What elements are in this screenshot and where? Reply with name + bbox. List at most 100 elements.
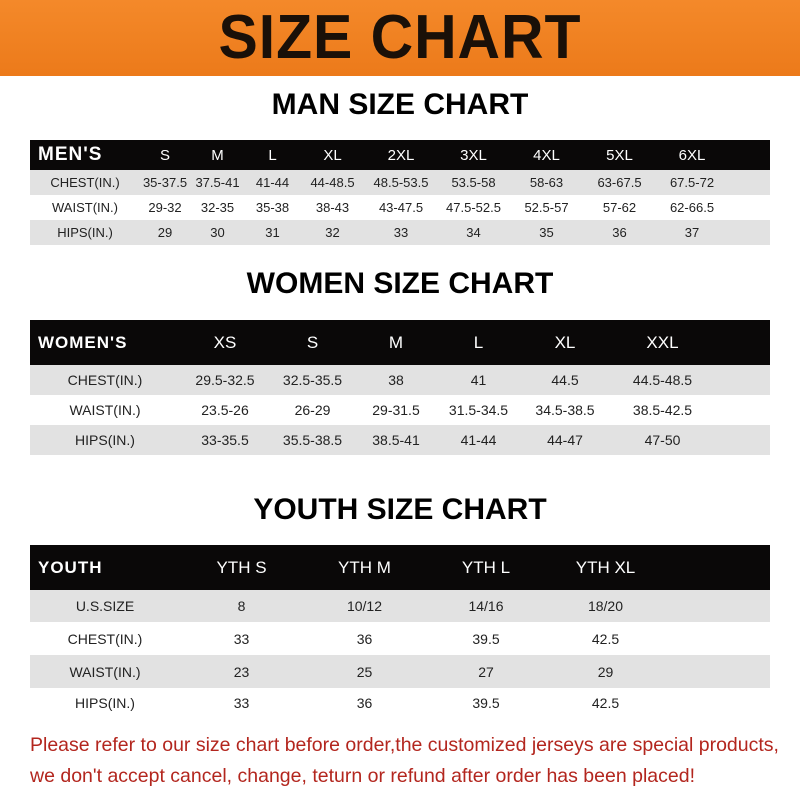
row-label: CHEST(IN.) xyxy=(30,170,140,195)
men-size-table: MEN'S S M L XL 2XL 3XL 4XL 5XL 6XL CHEST(IN.) 35-37… xyxy=(30,140,770,245)
women-title: WOMEN SIZE CHART xyxy=(246,267,554,300)
spacer-cell xyxy=(715,395,770,425)
table-cell: 29-32 xyxy=(140,195,190,220)
table-cell: 48.5-53.5 xyxy=(365,170,437,195)
size-header: L xyxy=(245,140,300,170)
table-cell: 41-44 xyxy=(245,170,300,195)
table-cell: 29 xyxy=(546,655,665,688)
spacer-cell xyxy=(665,622,770,655)
table-cell: 38.5-41 xyxy=(355,425,437,455)
table-cell: 32 xyxy=(300,220,365,245)
table-cell: 10/12 xyxy=(303,590,426,622)
table-cell: 58-63 xyxy=(510,170,583,195)
table-cell: 42.5 xyxy=(546,622,665,655)
table-cell: 25 xyxy=(303,655,426,688)
size-header: YTH XL xyxy=(546,545,665,590)
table-cell: 33-35.5 xyxy=(180,425,270,455)
table-cell: 36 xyxy=(303,622,426,655)
row-label: HIPS(IN.) xyxy=(30,688,180,718)
row-label: WAIST(IN.) xyxy=(30,395,180,425)
table-row: CHEST(IN.) 29.5-32.5 32.5-35.5 38 41 44.5 44.5… xyxy=(30,365,770,395)
women-size-table: WOMEN'S XS S M L XL XXL CHEST(IN.) 29.5-32.5 32.5… xyxy=(30,320,770,455)
banner-title: SIZE CHART xyxy=(218,3,582,72)
table-cell: 29 xyxy=(140,220,190,245)
table-cell: 18/20 xyxy=(546,590,665,622)
notice-line-1: Please refer to our size chart before or… xyxy=(30,734,779,756)
spacer-cell xyxy=(715,365,770,395)
table-cell: 44.5 xyxy=(520,365,610,395)
size-header: M xyxy=(355,320,437,365)
spacer-cell xyxy=(665,545,770,590)
size-header: YTH M xyxy=(303,545,426,590)
size-header: XL xyxy=(300,140,365,170)
size-header: 6XL xyxy=(656,140,728,170)
spacer-cell xyxy=(665,655,770,688)
table-cell: 42.5 xyxy=(546,688,665,718)
row-label: U.S.SIZE xyxy=(30,590,180,622)
table-cell: 39.5 xyxy=(426,622,546,655)
header-row: MEN'S S M L XL 2XL 3XL 4XL 5XL 6XL xyxy=(30,140,770,170)
spacer-cell xyxy=(665,688,770,718)
table-cell: 30 xyxy=(190,220,245,245)
table-cell: 63-67.5 xyxy=(583,170,656,195)
table-row: HIPS(IN.) 33-35.5 35.5-38.5 38.5-41 41-44 44-… xyxy=(30,425,770,455)
table-cell: 8 xyxy=(180,590,303,622)
table-cell: 26-29 xyxy=(270,395,355,425)
table-row: WAIST(IN.) 23.5-26 26-29 29-31.5 31.5-34.5 34… xyxy=(30,395,770,425)
size-header: YTH L xyxy=(426,545,546,590)
table-cell: 34.5-38.5 xyxy=(520,395,610,425)
table-cell: 38.5-42.5 xyxy=(610,395,715,425)
table-row: WAIST(IN.) 29-32 32-35 35-38 38-43 43-47.5 47.… xyxy=(30,195,770,220)
table-cell: 38 xyxy=(355,365,437,395)
table-cell: 67.5-72 xyxy=(656,170,728,195)
spacer-cell xyxy=(728,140,770,170)
spacer-cell xyxy=(728,220,770,245)
youth-size-table: YOUTH YTH S YTH M YTH L YTH XL U.S.SIZE 8 10/12… xyxy=(30,545,770,718)
size-header: M xyxy=(190,140,245,170)
row-label: CHEST(IN.) xyxy=(30,365,180,395)
table-cell: 57-62 xyxy=(583,195,656,220)
size-header: S xyxy=(140,140,190,170)
table-cell: 41 xyxy=(437,365,520,395)
table-cell: 34 xyxy=(437,220,510,245)
table-row: CHEST(IN.) 35-37.5 37.5-41 41-44 44-48.5 48.5… xyxy=(30,170,770,195)
table-cell: 27 xyxy=(426,655,546,688)
size-header: 5XL xyxy=(583,140,656,170)
men-title: MAN SIZE CHART xyxy=(271,88,529,121)
table-cell: 37.5-41 xyxy=(190,170,245,195)
table-cell: 38-43 xyxy=(300,195,365,220)
size-header: XXL xyxy=(610,320,715,365)
size-header: S xyxy=(270,320,355,365)
size-header: YTH S xyxy=(180,545,303,590)
table-cell: 31.5-34.5 xyxy=(437,395,520,425)
table-cell: 53.5-58 xyxy=(437,170,510,195)
row-label: WAIST(IN.) xyxy=(30,655,180,688)
table-cell: 62-66.5 xyxy=(656,195,728,220)
table-cell: 47.5-52.5 xyxy=(437,195,510,220)
table-cell: 47-50 xyxy=(610,425,715,455)
table-cell: 36 xyxy=(303,688,426,718)
table-cell: 39.5 xyxy=(426,688,546,718)
table-cell: 44.5-48.5 xyxy=(610,365,715,395)
table-cell: 33 xyxy=(180,622,303,655)
table-cell: 14/16 xyxy=(426,590,546,622)
row-label: WAIST(IN.) xyxy=(30,195,140,220)
table-cell: 33 xyxy=(180,688,303,718)
table-cell: 29-31.5 xyxy=(355,395,437,425)
table-cell: 35 xyxy=(510,220,583,245)
youth-title: YOUTH SIZE CHART xyxy=(253,493,547,526)
notice-line-2: we don't accept cancel, change, teturn o… xyxy=(30,765,695,787)
spacer-cell xyxy=(728,195,770,220)
spacer-cell xyxy=(715,320,770,365)
header-row: WOMEN'S XS S M L XL XXL xyxy=(30,320,770,365)
size-header: 2XL xyxy=(365,140,437,170)
table-cell: 35-37.5 xyxy=(140,170,190,195)
size-header: XS xyxy=(180,320,270,365)
size-header: 3XL xyxy=(437,140,510,170)
spacer-cell xyxy=(665,590,770,622)
table-title-cell: MEN'S xyxy=(30,140,140,170)
table-title-cell: WOMEN'S xyxy=(30,320,180,365)
table-cell: 52.5-57 xyxy=(510,195,583,220)
table-cell: 41-44 xyxy=(437,425,520,455)
table-row: CHEST(IN.) 33 36 39.5 42.5 xyxy=(30,622,770,655)
